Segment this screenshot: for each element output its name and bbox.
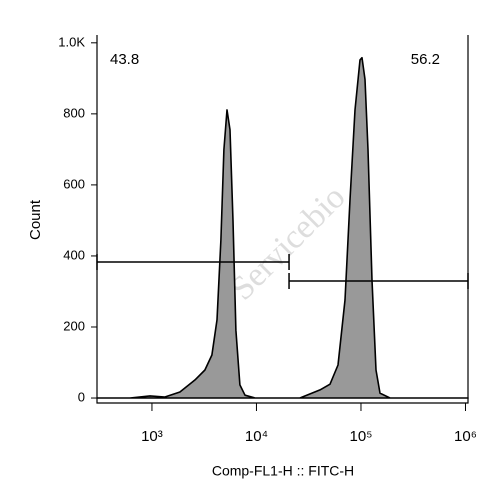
y-tick-label: 200	[63, 318, 85, 333]
y-tick-label: 0	[78, 389, 85, 404]
gate-label: 56.2	[411, 51, 440, 68]
axis-frame	[96, 35, 469, 404]
watermark: Servicebio	[224, 179, 353, 308]
y-tick-label: 1.0K	[58, 34, 85, 49]
y-tick-label: 800	[63, 105, 85, 120]
x-tick-label: 10⁴	[245, 428, 268, 445]
x-tick-label: 10³	[141, 428, 163, 445]
x-tick-label: 10⁵	[350, 428, 373, 445]
y-axis-label: Count	[27, 199, 44, 240]
y-tick-label: 400	[63, 247, 85, 262]
x-axis-label: Comp-FL1-H :: FITC-H	[212, 463, 354, 479]
y-tick-label: 600	[63, 176, 85, 191]
x-tick-label: 10⁶	[454, 428, 477, 445]
gate-label: 43.8	[110, 51, 139, 68]
histogram-area	[96, 56, 469, 399]
